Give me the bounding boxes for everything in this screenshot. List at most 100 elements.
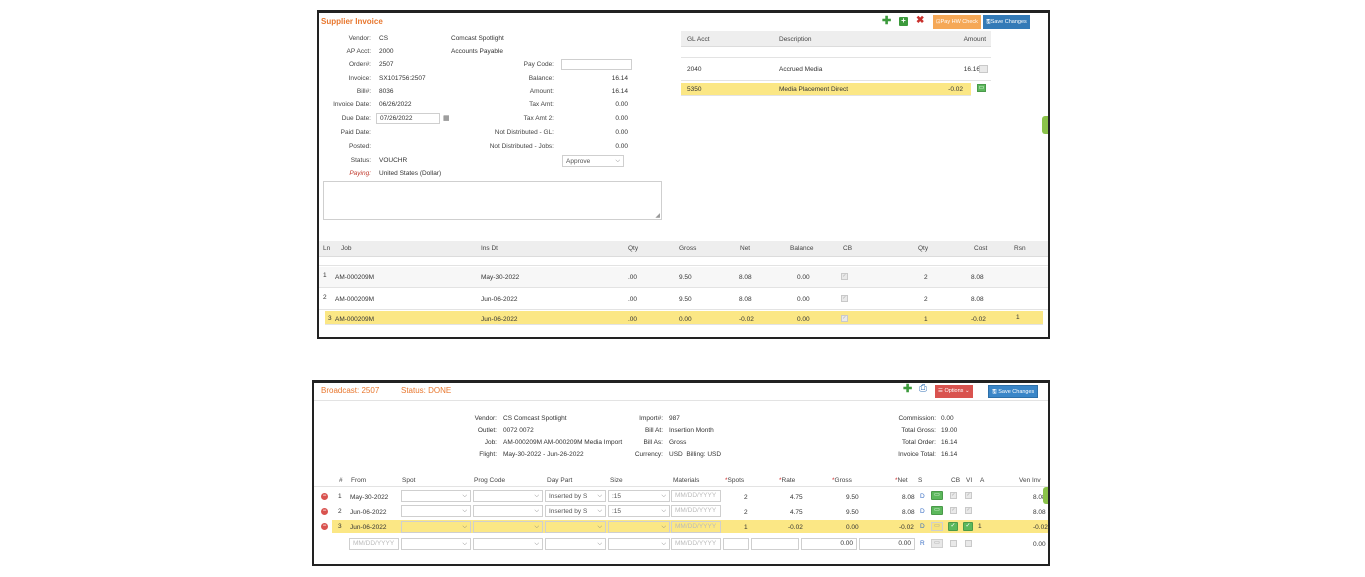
day-part-select[interactable]: Inserted by S ⌵ <box>545 505 606 517</box>
resize-handle-icon[interactable]: ◢ <box>655 213 660 219</box>
pay-check-button[interactable]: ⊡Pay HW Check <box>933 15 981 29</box>
import-label: Import#: <box>639 415 663 422</box>
notes-textarea[interactable]: ◢ <box>323 181 662 220</box>
spot-select[interactable]: ⌵ <box>401 505 471 517</box>
remove-row-icon[interactable]: − <box>321 493 328 500</box>
save-changes-button[interactable]: 🖫 Save Changes <box>988 385 1039 398</box>
spot-select[interactable]: ⌵ <box>401 538 471 550</box>
comment-icon[interactable]: ▭ <box>931 522 943 531</box>
comment-icon[interactable]: ▭ <box>931 539 943 548</box>
not-distributed-jobs-label: Not Distributed - Jobs: <box>489 143 554 150</box>
commission-label: Commission: <box>898 415 936 422</box>
calendar-icon[interactable]: ▦ <box>443 115 450 122</box>
net-input[interactable]: 0.00 <box>859 538 915 550</box>
comment-icon[interactable]: ▭ <box>977 84 986 92</box>
add-icon[interactable]: ✚ <box>882 15 892 27</box>
row-num: 2 <box>338 508 342 515</box>
outlet-value: 0072 0072 <box>503 427 534 434</box>
add-icon[interactable]: ✚ <box>903 383 913 395</box>
cb-checkbox[interactable]: ✓ <box>841 315 848 322</box>
row-s-code[interactable]: R <box>920 540 925 547</box>
vi-checkbox[interactable]: ✓ <box>965 492 972 499</box>
spot-select[interactable]: ⌵ <box>401 521 471 533</box>
size-select[interactable]: :15 ⌵ <box>608 505 670 517</box>
pay-code-input[interactable] <box>561 59 632 70</box>
line-qty2: 2 <box>924 274 928 281</box>
paying-label: Paying: <box>349 170 371 177</box>
options-button[interactable]: ☰ Options ⌄ <box>935 385 973 398</box>
currency-label: Currency: <box>634 451 663 458</box>
size-select[interactable]: ⌵ <box>608 538 670 550</box>
chevron-down-icon: ⌵ <box>597 524 602 530</box>
prog-code-select[interactable]: ⌵ <box>473 490 543 502</box>
materials-date-input[interactable]: MM/DD/YYYY <box>671 538 721 550</box>
cb-checkbox[interactable]: ✓ <box>950 492 957 499</box>
line-gross: 0.00 <box>679 316 692 323</box>
materials-date-input[interactable]: MM/DD/YYYY <box>671 490 721 502</box>
print-icon[interactable]: ⎙ <box>919 383 927 394</box>
line-cost: 8.08 <box>971 296 984 303</box>
day-part-select[interactable]: ⌵ <box>545 521 606 533</box>
header-num: # <box>339 477 343 484</box>
add-box-icon[interactable]: + <box>899 17 908 26</box>
row-spots: 2 <box>744 509 748 516</box>
vi-checkbox[interactable]: ✓ <box>965 507 972 514</box>
side-panel-tab[interactable] <box>1043 487 1048 504</box>
size-select[interactable]: ⌵ <box>608 521 670 533</box>
due-date-input[interactable]: 07/26/2022 <box>376 113 440 124</box>
vendor-label: Vendor: <box>474 415 497 422</box>
line-qty: .00 <box>628 296 638 303</box>
tax-amt2-value: 0.00 <box>615 115 628 122</box>
prog-code-select[interactable]: ⌵ <box>473 505 543 517</box>
due-date-label: Due Date: <box>341 115 371 122</box>
row-checkbox[interactable] <box>979 65 988 73</box>
line-job: AM-000209M <box>335 274 375 281</box>
header-day-part: Day Part <box>547 477 573 484</box>
row-spots: 2 <box>744 494 748 501</box>
bill-as-value: Gross <box>669 439 687 446</box>
prog-code-select[interactable]: ⌵ <box>473 521 543 533</box>
prog-code-select[interactable]: ⌵ <box>473 538 543 550</box>
cb-checkbox[interactable]: ✓ <box>950 507 957 514</box>
spots-input[interactable] <box>723 538 749 550</box>
chevron-down-icon: ⌵ <box>597 541 602 547</box>
materials-date-input[interactable]: MM/DD/YYYY <box>671 521 721 533</box>
rate-input[interactable] <box>751 538 799 550</box>
row-ven-inv: -0.02 <box>1033 524 1048 531</box>
day-part-select[interactable]: ⌵ <box>545 538 606 550</box>
remove-row-icon[interactable]: − <box>321 508 328 515</box>
cb-checkbox[interactable] <box>950 540 957 547</box>
size-select[interactable]: :15 ⌵ <box>608 490 670 502</box>
flight-label: Flight: <box>479 451 497 458</box>
row-s-code[interactable]: D <box>920 508 925 515</box>
comment-icon[interactable]: ▭ <box>931 506 943 515</box>
vi-checkbox[interactable] <box>965 540 972 547</box>
gl-header-description: Description <box>779 36 812 43</box>
remove-row-icon[interactable]: − <box>321 523 328 530</box>
line-cost: 8.08 <box>971 274 984 281</box>
row-ven-inv: 0.00 <box>1033 541 1046 548</box>
gl-amount: -0.02 <box>948 86 963 93</box>
tax-amt2-label: Tax Amt 2: <box>523 115 554 122</box>
delete-icon[interactable]: ✖ <box>916 15 925 26</box>
chevron-down-icon: ⌵ <box>462 508 467 514</box>
cb-checkbox[interactable]: ✓ <box>948 522 958 531</box>
day-part-select[interactable]: Inserted by S ⌵ <box>545 490 606 502</box>
gross-input[interactable]: 0.00 <box>801 538 857 550</box>
spot-select[interactable]: ⌵ <box>401 490 471 502</box>
comment-icon[interactable]: ▭ <box>931 491 943 500</box>
approval-select[interactable]: Approve ⌵ <box>562 155 624 167</box>
cb-checkbox[interactable]: ✓ <box>841 273 848 280</box>
from-date-input[interactable]: MM/DD/YYYY <box>349 538 399 550</box>
cb-checkbox[interactable]: ✓ <box>841 295 848 302</box>
vi-checkbox[interactable]: ✓ <box>963 522 973 531</box>
gl-header-acct: GL Acct <box>687 36 710 43</box>
row-s-code[interactable]: D <box>920 523 925 530</box>
row-gross: 0.00 <box>846 524 859 531</box>
line-number: 2 <box>323 294 327 301</box>
materials-date-input[interactable]: MM/DD/YYYY <box>671 505 721 517</box>
row-s-code[interactable]: D <box>920 493 925 500</box>
side-panel-tab[interactable] <box>1042 116 1048 134</box>
chevron-down-icon: ⌵ <box>462 524 467 530</box>
save-changes-button[interactable]: 🖫Save Changes <box>983 15 1030 29</box>
